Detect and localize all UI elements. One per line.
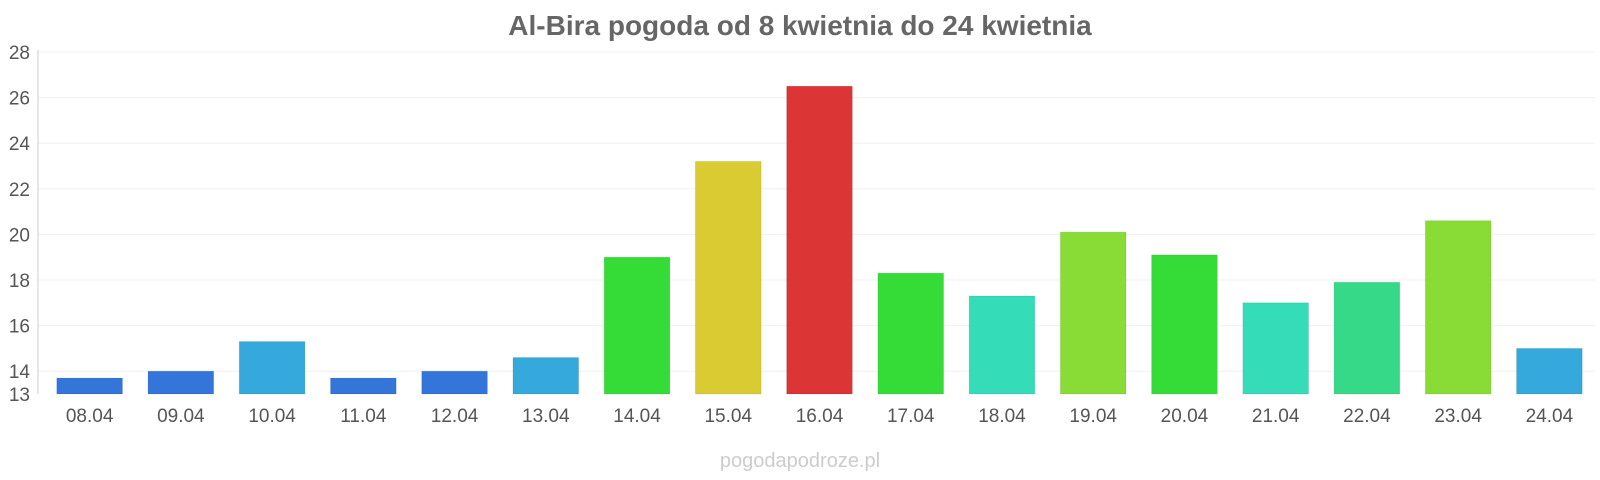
bar-21.04	[1242, 302, 1310, 395]
bar-16.04	[786, 85, 853, 395]
bar-24.04	[1516, 347, 1583, 395]
x-tick-label: 16.04	[796, 406, 844, 427]
bar-09.04	[147, 370, 215, 395]
bar-12.04	[421, 370, 488, 395]
y-tick-label: 22	[9, 180, 30, 201]
x-tick-label: 12.04	[431, 406, 479, 427]
x-tick-label: 08.04	[66, 406, 114, 427]
bar-08.04	[56, 377, 123, 395]
y-tick-label: 14	[9, 362, 31, 383]
y-tick-label: 13	[9, 385, 30, 406]
bar-20.04	[1151, 254, 1218, 395]
bar-13.04	[512, 357, 580, 395]
bar-19.04	[1059, 231, 1127, 395]
x-tick-label: 17.04	[887, 406, 935, 427]
y-tick-label: 24	[9, 134, 31, 155]
y-tick-label: 18	[9, 271, 30, 292]
x-tick-label: 09.04	[157, 406, 205, 427]
y-tick-label: 26	[9, 89, 30, 110]
x-tick-label: 22.04	[1343, 406, 1391, 427]
bar-15.04	[694, 160, 762, 395]
bar-10.04	[238, 341, 306, 395]
x-tick-label: 23.04	[1434, 406, 1482, 427]
y-tick-label: 20	[9, 225, 30, 246]
bars	[56, 85, 1583, 395]
x-tick-label: 14.04	[613, 406, 661, 427]
bar-11.04	[329, 377, 397, 395]
y-tick-label: 16	[9, 317, 30, 338]
bar-17.04	[877, 272, 945, 395]
x-tick-label: 21.04	[1252, 406, 1300, 427]
x-tick-label: 13.04	[522, 406, 570, 427]
x-tick-label: 20.04	[1161, 406, 1209, 427]
bar-18.04	[968, 295, 1036, 395]
x-tick-label: 15.04	[704, 406, 752, 427]
x-tick-label: 11.04	[340, 406, 387, 427]
watermark-text: pogodapodroze.pl	[719, 450, 881, 472]
chart-title: Al-Bira pogoda od 8 kwietnia do 24 kwiet…	[508, 10, 1092, 41]
bar-23.04	[1424, 220, 1492, 395]
x-tick-label: 19.04	[1069, 406, 1117, 427]
y-tick-label: 28	[9, 43, 30, 64]
x-tick-label: 10.04	[248, 406, 296, 427]
bar-22.04	[1333, 281, 1401, 395]
x-tick-label: 18.04	[978, 406, 1026, 427]
bar-14.04	[603, 256, 671, 395]
x-tick-label: 24.04	[1526, 406, 1574, 427]
